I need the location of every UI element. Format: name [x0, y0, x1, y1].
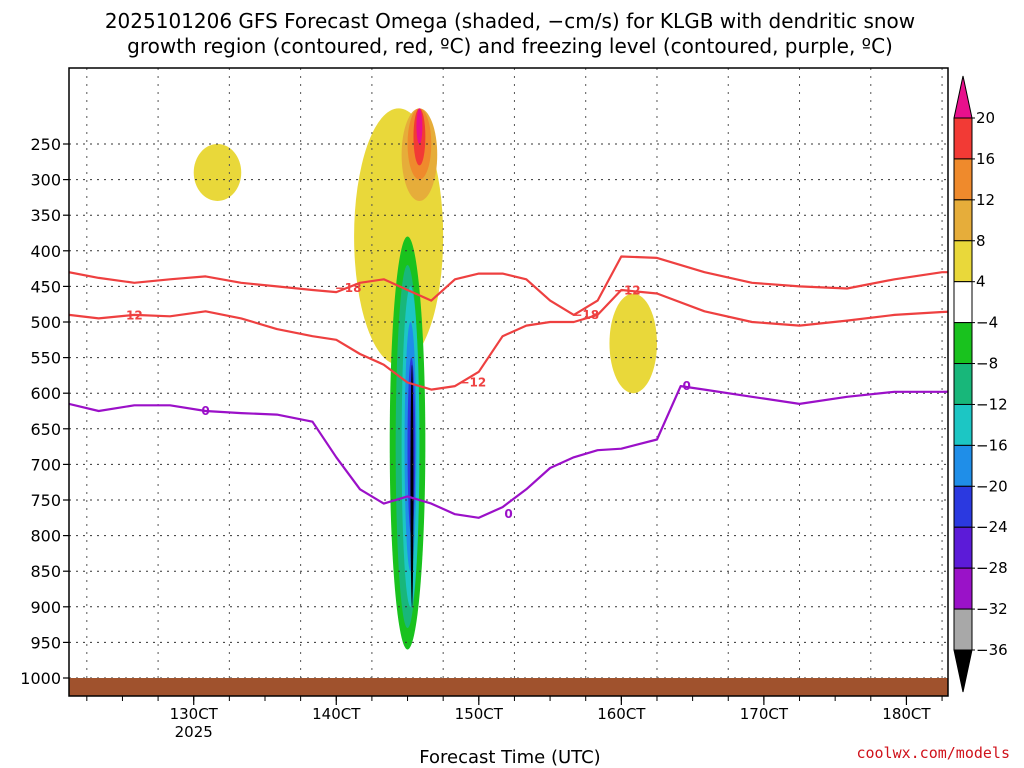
chart-title: 2025101206 GFS Forecast Omega (shaded, −… [105, 9, 915, 33]
y-tick-label: 650 [30, 420, 61, 439]
contour-label-1-2: −12 [459, 376, 486, 390]
omega-shading-layer [193, 108, 657, 650]
colorbar-label: −36 [976, 641, 1008, 659]
y-tick-label: 600 [30, 384, 61, 403]
colorbar-label: −12 [976, 395, 1008, 413]
colorbar-segment [953, 158, 973, 201]
omega-shade-region-5 [416, 108, 423, 144]
colorbar-label: 16 [976, 150, 995, 168]
ground-layer [69, 678, 948, 696]
omega-shade-region-12 [609, 293, 657, 394]
y-tick-label: 950 [30, 633, 61, 652]
colorbar-segment [953, 117, 973, 160]
x-tick-label: 130CT [170, 705, 219, 723]
x-axis-title: Forecast Time (UTC) [419, 747, 600, 768]
colorbar-label: −32 [976, 600, 1008, 618]
y-tick-label: 900 [30, 598, 61, 617]
colorbar-label: −4 [976, 314, 998, 332]
colorbar-label: 20 [976, 109, 995, 127]
y-tick-label: 850 [30, 562, 61, 581]
contour-label-0-2: −18 [988, 263, 1015, 277]
x-tick-label: 160CT [597, 705, 646, 723]
omega-shade-region-11 [410, 364, 414, 607]
y-tick-label: 500 [30, 313, 61, 332]
colorbar-segment [953, 403, 973, 446]
colorbar-label: −16 [976, 436, 1008, 454]
x-tick-label: 180CT [882, 705, 931, 723]
ground-surface [69, 678, 948, 696]
chart-subtitle: growth region (contoured, red, ºC) and f… [127, 34, 893, 58]
contour-line-2 [69, 385, 948, 519]
contour-label-1-1: −12 [614, 284, 641, 298]
contour-line-1 [69, 288, 948, 391]
colorbar-segment [953, 199, 973, 242]
y-tick-label: 350 [30, 206, 61, 225]
colorbar-segment [953, 485, 973, 528]
y-tick-label: 300 [30, 171, 61, 190]
y-tick-label: 1000 [20, 669, 61, 688]
colorbar-bottom-arrow [953, 649, 973, 693]
contour-label-2-2: 0 [682, 379, 690, 393]
colorbar-top-arrow [953, 75, 973, 119]
contour-label-2-1: 0 [504, 507, 512, 521]
y-tick-label: 750 [30, 491, 61, 510]
contour-label-2-0: 0 [201, 404, 209, 418]
contour-label-1-0: 12 [126, 309, 143, 323]
omega-shade-region-0 [193, 144, 242, 201]
y-tick-label: 700 [30, 455, 61, 474]
colorbar-segment [953, 608, 973, 651]
y-tick-label: 250 [30, 135, 61, 154]
contour-label-0-1: −18 [572, 308, 599, 322]
colorbar-label: 4 [976, 273, 986, 291]
y-tick-label: 400 [30, 242, 61, 261]
colorbar-label: −24 [976, 518, 1008, 536]
colorbar-segment [953, 322, 973, 365]
y-tick-label: 800 [30, 527, 61, 546]
colorbar-label: 12 [976, 191, 995, 209]
x-tick-label: 150CT [455, 705, 504, 723]
colorbar-label: −28 [976, 559, 1008, 577]
colorbar-label: −20 [976, 477, 1008, 495]
colorbar-segment [953, 281, 973, 324]
colorbar: 20 16 12 8 4 −4 −8 −12 −16 −20 −24 −28 −32 −36 [953, 75, 1008, 693]
x-tick-label: 170CT [740, 705, 789, 723]
y-tick-label: 450 [30, 277, 61, 296]
grid-layer [69, 68, 948, 696]
colorbar-segment [953, 240, 973, 283]
colorbar-segment [953, 526, 973, 569]
y-axis: 250 300 350 400 450 500 550 600 650 700 750 800 850 9… [20, 135, 69, 688]
colorbar-segment [953, 363, 973, 405]
contour-label-0-0: −18 [335, 281, 362, 295]
x-tick-label: 140CT [312, 705, 361, 723]
colorbar-segment [953, 567, 973, 610]
contour-line-0 [69, 255, 948, 316]
colorbar-label: −8 [976, 355, 998, 373]
x-tick-sublabel: 2025 [175, 723, 213, 741]
colorbar-label: 8 [976, 232, 986, 250]
credit-text: coolwx.com/models [856, 744, 1010, 762]
colorbar-segment [953, 444, 973, 487]
plot-frame [68, 67, 949, 697]
y-tick-label: 550 [30, 349, 61, 368]
